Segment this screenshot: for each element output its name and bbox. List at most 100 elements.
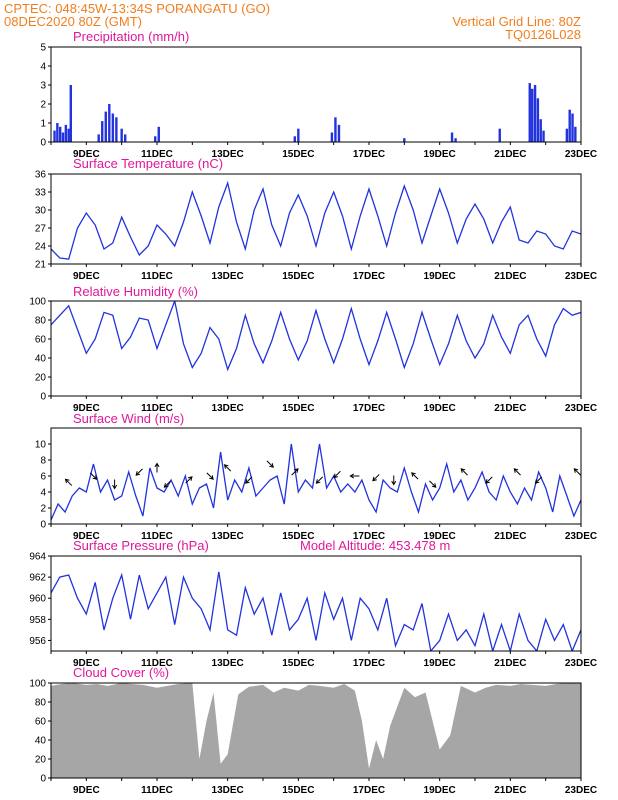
cloud-x-tick: 11DEC — [141, 785, 173, 796]
humidity-x-tick: 23DEC — [565, 403, 597, 414]
precip-bar — [61, 132, 65, 142]
precip-x-tick: 21DEC — [494, 149, 526, 160]
humidity-title: Relative Humidity (%) — [73, 284, 198, 299]
precip-panel: 0 1 2 3 4 5 9DEC 11DEC 13DEC 15DEC 17DEC 19DEC 21DEC… — [40, 43, 597, 161]
cloud-x-tick: 19DEC — [424, 785, 456, 796]
precip-bar — [528, 83, 531, 142]
cloud-y-tick: 40 — [35, 736, 47, 747]
cloud-y-tick: 80 — [35, 698, 47, 709]
precip-bar — [454, 138, 457, 142]
header-date: 08DEC2020 80Z (GMT) — [4, 14, 142, 29]
wind-vector — [223, 464, 232, 472]
precip-bar — [53, 130, 56, 142]
temp-y-tick: 36 — [35, 170, 47, 181]
pressure-y-tick: 958 — [29, 615, 46, 626]
wind-x-tick: 11DEC — [141, 531, 173, 542]
precip-x-tick: 23DEC — [565, 149, 597, 160]
cloud-title: Cloud Cover (%) — [73, 665, 169, 680]
model-altitude-label: Model Altitude: 453.478 m — [300, 538, 450, 553]
header-location: CPTEC: 048:45W-13:34S PORANGATU (GO) — [4, 1, 270, 16]
precip-y-tick: 1 — [40, 119, 46, 130]
precip-bar — [69, 85, 72, 142]
wind-y-tick: 8 — [40, 456, 46, 467]
temp-x-tick: 13DEC — [212, 271, 244, 282]
humidity-x-tick: 19DEC — [424, 403, 456, 414]
precip-bar — [124, 134, 127, 142]
humidity-frame — [50, 300, 582, 397]
precip-bar — [115, 117, 118, 142]
precip-bar — [120, 128, 123, 142]
humidity-line — [51, 301, 581, 372]
wind-vector — [429, 480, 437, 488]
wind-vector — [513, 468, 521, 476]
wind-x-tick: 19DEC — [424, 531, 456, 542]
wind-y-tick: 6 — [40, 472, 46, 483]
wind-x-tick: 21DEC — [494, 531, 526, 542]
temp-title: Surface Temperature (nC) — [73, 156, 223, 171]
precip-bar — [104, 111, 107, 142]
wind-panel: 0 2 4 6 8 10 9DEC 11DEC 13DEC 15DEC 17DEC 19DEC 21DE… — [35, 427, 597, 542]
precip-bar — [58, 126, 62, 142]
wind-vector — [372, 474, 380, 482]
humidity-x-tick: 11DEC — [141, 403, 173, 414]
precip-x-tick: 13DEC — [212, 149, 244, 160]
wind-vector — [485, 476, 493, 484]
pressure-panel: 956 958 960 962 964 9DEC 11DEC 13DEC 15DEC 17DEC 1… — [29, 552, 597, 670]
precip-bar — [574, 126, 577, 142]
humidity-x-tick: 13DEC — [212, 403, 244, 414]
humidity-x-tick: 21DEC — [494, 403, 526, 414]
wind-vector — [163, 480, 172, 488]
precip-bar — [334, 117, 337, 142]
precip-bar — [542, 130, 545, 142]
precip-bar — [108, 104, 111, 142]
pressure-x-tick: 11DEC — [141, 658, 173, 669]
pressure-y-tick: 964 — [29, 552, 46, 563]
cloud-x-tick: 17DEC — [353, 785, 385, 796]
pressure-line — [51, 571, 581, 651]
wind-y-tick: 2 — [40, 504, 46, 515]
wind-vector — [315, 476, 324, 484]
temp-y-tick: 27 — [35, 224, 47, 235]
precip-x-tick: 17DEC — [353, 149, 385, 160]
temp-y-tick: 21 — [35, 260, 47, 271]
pressure-x-tick: 13DEC — [212, 658, 244, 669]
wind-vector — [112, 479, 118, 490]
precip-y-tick: 3 — [40, 81, 46, 92]
temp-x-tick: 17DEC — [353, 271, 385, 282]
humidity-y-tick: 40 — [35, 354, 47, 365]
wind-vector — [206, 472, 214, 480]
wind-y-tick: 0 — [40, 520, 46, 531]
wind-vector — [333, 470, 341, 479]
wind-x-tick: 23DEC — [565, 531, 597, 542]
precip-y-tick: 2 — [40, 100, 46, 111]
header-model-id: TQ0126L028 — [505, 27, 581, 42]
pressure-x-tick: 9DEC — [73, 658, 100, 669]
humidity-y-tick: 80 — [35, 316, 47, 327]
temp-x-tick: 15DEC — [282, 271, 314, 282]
wind-vector — [185, 476, 193, 484]
wind-vector — [245, 476, 253, 484]
wind-vector — [460, 468, 468, 476]
wind-x-tick: 13DEC — [212, 531, 244, 542]
wind-y-tick: 4 — [40, 488, 46, 499]
temp-line — [51, 180, 581, 260]
pressure-y-tick: 956 — [29, 636, 46, 647]
precip-bar — [450, 132, 454, 142]
temp-frame — [50, 173, 582, 265]
cloud-y-tick: 60 — [35, 717, 47, 728]
temp-x-tick: 19DEC — [424, 271, 456, 282]
temp-y-tick: 24 — [35, 242, 47, 253]
precip-bar — [154, 136, 157, 142]
wind-vector — [349, 473, 360, 479]
humidity-x-tick: 15DEC — [282, 403, 314, 414]
wind-x-tick: 9DEC — [73, 531, 100, 542]
precip-bar — [565, 128, 569, 142]
pressure-x-tick: 23DEC — [565, 658, 597, 669]
wind-vector — [266, 460, 274, 468]
humidity-x-tick: 9DEC — [73, 403, 100, 414]
precip-y-tick: 4 — [40, 62, 46, 73]
precip-bar — [536, 98, 540, 142]
wind-vector — [411, 472, 419, 480]
precip-bar — [337, 124, 341, 142]
